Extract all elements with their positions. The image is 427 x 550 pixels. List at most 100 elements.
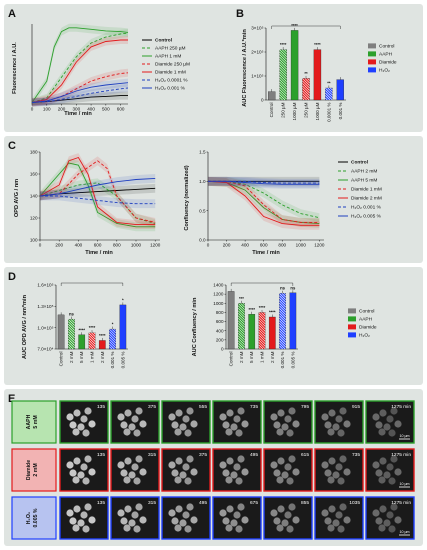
legend-label: H₂O₂ <box>359 333 370 339</box>
cell <box>375 517 383 525</box>
cell <box>284 463 292 471</box>
significance-label: **** <box>280 42 287 47</box>
cell <box>241 420 249 428</box>
cell <box>332 471 340 479</box>
bar-hatch <box>279 89 287 97</box>
bar-hatch <box>238 313 245 320</box>
cell <box>133 477 141 485</box>
cell <box>292 420 300 428</box>
significance-label: **** <box>291 23 298 28</box>
cell <box>276 524 284 532</box>
cell <box>343 516 351 524</box>
legend-swatch <box>348 316 356 322</box>
cell <box>66 461 74 469</box>
cell <box>128 519 136 527</box>
cell <box>383 423 391 431</box>
panel-label-e: E <box>8 393 15 405</box>
figure-ab: A B Time / min Fluorescence / A.U. AUC F… <box>8 8 397 122</box>
cell <box>321 509 329 517</box>
cell <box>394 468 402 476</box>
cell <box>394 516 402 524</box>
cell <box>222 469 230 477</box>
cell <box>66 413 74 421</box>
bar-hatch <box>70 318 75 324</box>
time-label: 1275 min <box>391 452 411 458</box>
bar-hatch <box>258 344 264 350</box>
series-line <box>31 82 129 103</box>
cell <box>117 413 125 421</box>
series-line <box>39 177 156 197</box>
cell <box>131 463 139 471</box>
row-label-conc: 2 mM <box>33 463 39 476</box>
bar-hatch <box>88 337 96 345</box>
y-tick-label: 800 <box>216 310 224 315</box>
cell <box>80 415 88 423</box>
bar-hatch <box>68 343 74 350</box>
bar <box>78 334 86 350</box>
significance-label: ** <box>327 81 331 86</box>
cell <box>337 477 345 485</box>
bar-hatch <box>279 333 286 340</box>
cell <box>128 471 136 479</box>
cell <box>276 476 284 484</box>
bar-hatch <box>68 341 75 349</box>
bar-hatch <box>93 332 96 335</box>
cell <box>237 455 245 463</box>
row-label: AAPH <box>26 414 32 429</box>
cell <box>219 461 227 469</box>
bar-hatch <box>279 51 287 60</box>
bar-hatch <box>109 343 115 350</box>
time-label: 375 <box>199 452 207 458</box>
cell <box>394 420 402 428</box>
cell <box>186 455 194 463</box>
bar <box>98 340 106 350</box>
bar-hatch <box>327 87 333 93</box>
cell <box>241 516 249 524</box>
cell <box>168 461 176 469</box>
bar-hatch <box>279 325 286 333</box>
bar-hatch <box>325 87 333 96</box>
bar-hatch <box>68 326 75 334</box>
bar-hatch <box>279 49 287 57</box>
x-tick-label: Control <box>269 103 274 118</box>
bar-hatch <box>109 341 116 349</box>
bar-hatch <box>279 81 287 90</box>
series-band <box>208 176 320 227</box>
x-tick-label: 400 <box>75 243 83 248</box>
y-tick-label: 2×10⁵ <box>251 50 263 55</box>
x-tick-label: 0.0001 % <box>326 103 331 122</box>
time-label: 135 <box>97 452 105 458</box>
time-label: 1275 min <box>391 500 411 506</box>
series-line <box>208 180 320 223</box>
cell <box>77 423 85 431</box>
cell <box>225 428 233 436</box>
bar-hatch <box>238 305 245 313</box>
cell <box>131 511 139 519</box>
bar-hatch <box>279 315 286 323</box>
cell <box>324 421 332 429</box>
legend-a: Control AAPH 250 µM AAPH 1 mM Diamide 250 µ… <box>142 38 190 92</box>
cell <box>339 407 347 415</box>
panel-e: E AAPH 5 mM 135 375 555 735 795 915 1275 min 10 µ… <box>4 389 423 546</box>
microscopy-frame <box>212 496 262 540</box>
x-tick-label: 0.001 % <box>280 352 285 369</box>
axis-label-c-right-x: Time / min <box>252 250 280 256</box>
bar-hatch <box>302 85 310 94</box>
series-band <box>208 176 320 223</box>
bar-hatch <box>258 337 266 345</box>
bar-hatch <box>279 323 286 330</box>
y-tick-label: 1.0×10⁵ <box>37 325 53 330</box>
cell <box>133 429 141 437</box>
significance-label: **** <box>89 325 96 330</box>
x-tick-label: 2 mM <box>239 351 244 363</box>
bar-hatch <box>238 338 245 345</box>
series-band <box>40 156 156 227</box>
bar-hatch <box>279 76 287 85</box>
cell <box>388 525 396 533</box>
y-tick-label: 600 <box>216 319 224 324</box>
y-tick-label: 1.5 <box>199 150 206 155</box>
cell <box>321 461 329 469</box>
bar-hatch <box>238 318 245 325</box>
legend-label: Diamide 1 mM <box>155 70 186 76</box>
x-tick-label: 1 mM <box>90 351 95 363</box>
